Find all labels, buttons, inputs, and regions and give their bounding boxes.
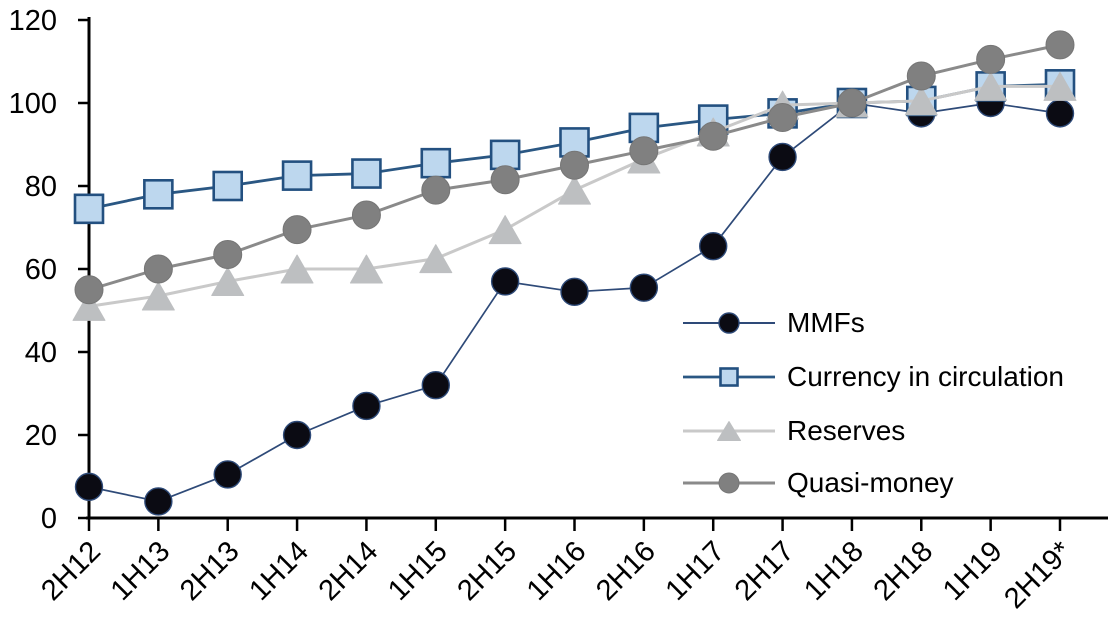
x-axis-tick-label: 2H17 — [729, 535, 801, 607]
x-axis-tick-label: 1H17 — [660, 535, 732, 607]
x-axis-tick-label: 2H14 — [313, 535, 385, 607]
data-point-marker — [420, 147, 452, 179]
data-point-marker — [73, 193, 105, 225]
data-point-marker — [768, 142, 797, 172]
data-point-marker — [768, 103, 798, 133]
data-point-marker — [141, 281, 175, 311]
data-point-marker — [280, 254, 314, 284]
x-axis-tick-label: 1H18 — [798, 535, 870, 607]
x-axis-tick-label: 1H19 — [937, 535, 1009, 607]
data-point-marker — [1043, 71, 1077, 101]
y-axis-tick-label: 0 — [41, 503, 57, 535]
data-point-marker — [904, 86, 938, 116]
x-axis-tick-label: 2H15 — [451, 535, 523, 607]
data-point-marker — [489, 139, 521, 171]
data-point-marker — [143, 254, 173, 284]
data-point-marker — [74, 275, 104, 305]
data-point-marker — [72, 291, 106, 321]
data-point-marker — [560, 277, 589, 307]
data-point-marker — [282, 420, 312, 450]
data-point-marker — [629, 136, 659, 166]
data-point-marker — [74, 472, 104, 502]
data-point-marker — [281, 160, 313, 191]
data-point-marker — [559, 150, 589, 180]
data-point-marker — [488, 215, 522, 245]
data-point-marker — [213, 239, 243, 269]
series-quasi-money — [74, 30, 1075, 305]
x-axis-tick-label: 1H15 — [382, 535, 454, 607]
y-axis-tick-label: 100 — [9, 88, 57, 120]
data-point-marker — [421, 175, 451, 205]
x-axis-tick-label: 1H14 — [243, 535, 315, 607]
x-axis-tick-label: 1H13 — [105, 535, 177, 607]
data-point-marker — [490, 267, 520, 296]
data-point-marker — [906, 61, 936, 91]
data-point-marker — [351, 158, 382, 189]
y-axis-tick-label: 80 — [25, 171, 57, 203]
x-axis-tick-label: 1H16 — [521, 535, 593, 607]
data-point-marker — [490, 165, 520, 195]
data-point-marker — [143, 179, 174, 210]
x-axis-tick-label: 2H12 — [35, 535, 107, 607]
y-axis-tick-label: 60 — [25, 254, 57, 286]
x-axis-tick-label: 2H18 — [868, 535, 940, 607]
y-axis-tick-label: 120 — [9, 5, 57, 37]
data-point-marker — [212, 170, 244, 202]
data-point-marker — [698, 121, 728, 151]
data-point-marker — [144, 487, 173, 516]
data-point-marker — [349, 254, 383, 284]
data-point-marker — [419, 244, 453, 274]
data-point-marker — [352, 391, 381, 421]
data-point-marker — [1045, 30, 1075, 60]
x-axis-tick-label: 2H13 — [174, 535, 246, 607]
x-axis-tick-label: 2H19* — [998, 535, 1078, 615]
data-point-marker — [351, 200, 381, 230]
data-point-marker — [976, 44, 1006, 74]
x-axis-tick-label: 2H16 — [590, 535, 662, 607]
data-point-marker — [629, 273, 659, 302]
data-point-marker — [421, 371, 450, 400]
data-point-marker — [282, 215, 312, 245]
data-point-marker — [837, 88, 867, 118]
data-point-marker — [211, 266, 245, 296]
data-point-marker — [213, 460, 242, 489]
data-point-marker — [557, 175, 591, 205]
data-point-marker — [1045, 99, 1075, 128]
data-point-marker — [974, 71, 1008, 101]
y-axis-tick-label: 20 — [25, 420, 57, 452]
y-axis-tick-label: 40 — [25, 337, 57, 369]
data-point-marker — [699, 231, 728, 261]
